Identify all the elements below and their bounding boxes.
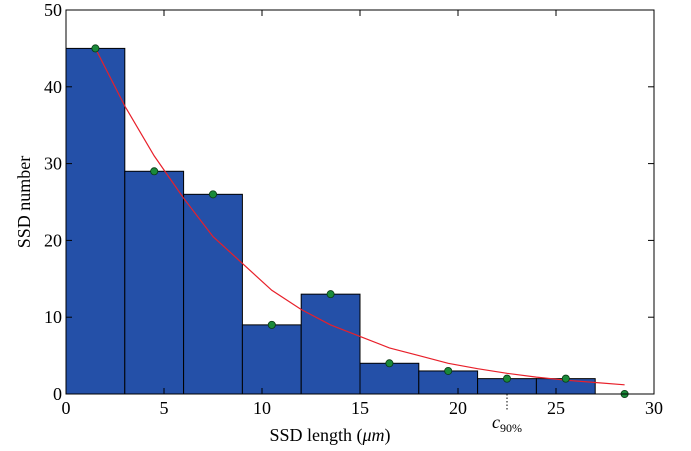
x-axis-label-prefix: SSD length ( [269, 425, 362, 446]
y-tick-label: 50 [44, 0, 62, 20]
x-tick-label: 0 [62, 398, 71, 418]
data-marker [91, 44, 100, 53]
histogram-bar [300, 293, 361, 395]
markers-layer [91, 44, 629, 398]
data-marker [208, 190, 217, 199]
c90-label: c90% [492, 412, 522, 435]
c90-label-base: c [492, 412, 500, 432]
x-tick-label: 10 [253, 398, 271, 418]
fit-curve-layer [94, 48, 625, 386]
histogram-bar [183, 193, 243, 395]
histogram-bar [359, 362, 420, 395]
data-marker [444, 366, 453, 375]
annotation-layer: c90% [492, 394, 522, 435]
fit-curve-line [94, 48, 625, 386]
data-marker [150, 167, 159, 176]
y-tick-label: 0 [53, 384, 62, 404]
x-tick-label: 30 [645, 398, 663, 418]
y-tick-label: 10 [44, 307, 62, 327]
data-marker [502, 374, 511, 383]
y-tick-label: 20 [44, 230, 62, 250]
data-marker [326, 290, 335, 299]
data-marker [561, 374, 570, 383]
x-axis-label-suffix: ) [385, 425, 391, 446]
histogram-bar [65, 47, 126, 395]
bars-layer [65, 47, 596, 395]
x-tick-label: 25 [547, 398, 565, 418]
x-tick-label: 20 [449, 398, 467, 418]
y-tick-label: 40 [44, 77, 62, 97]
tick-labels-layer: 0 5 10 15 20 25 30 0 10 20 30 40 50 [44, 0, 663, 418]
y-axis-label: SSD number [14, 156, 34, 249]
y-tick-label: 30 [44, 154, 62, 174]
histogram-bar [124, 170, 185, 395]
x-tick-label: 5 [160, 398, 169, 418]
c90-label-subscript: 90% [500, 421, 522, 435]
x-axis-label: SSD length (μm) [269, 425, 390, 446]
data-marker [385, 359, 394, 368]
x-axis-label-unit: μm [361, 425, 384, 445]
x-tick-label: 15 [351, 398, 369, 418]
data-marker [267, 320, 276, 329]
histogram-bar [241, 324, 302, 395]
ticks-layer [65, 9, 655, 395]
